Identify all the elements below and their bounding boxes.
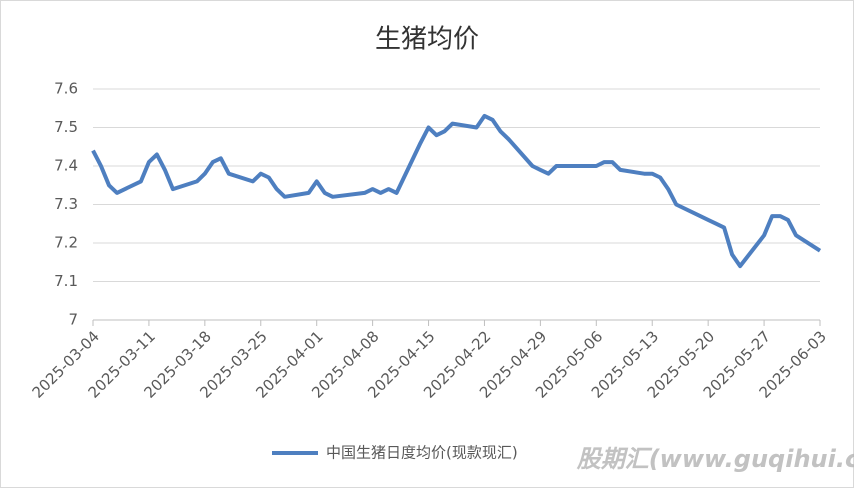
legend-label: 中国生猪日度均价(现款现汇) [326, 444, 518, 462]
y-tick-label: 7.3 [54, 195, 78, 213]
y-tick-label: 7.1 [54, 272, 78, 290]
y-tick-label: 7.6 [54, 80, 78, 98]
y-tick-label: 7 [68, 311, 78, 329]
chart-title: 生猪均价 [375, 25, 479, 55]
data-line [91, 113, 822, 269]
y-tick-label: 7.4 [54, 157, 78, 175]
watermark: 股期汇(www.guqihui.cn) [576, 445, 854, 473]
y-tick-label: 7.5 [54, 118, 78, 136]
y-tick-label: 7.2 [54, 234, 78, 252]
